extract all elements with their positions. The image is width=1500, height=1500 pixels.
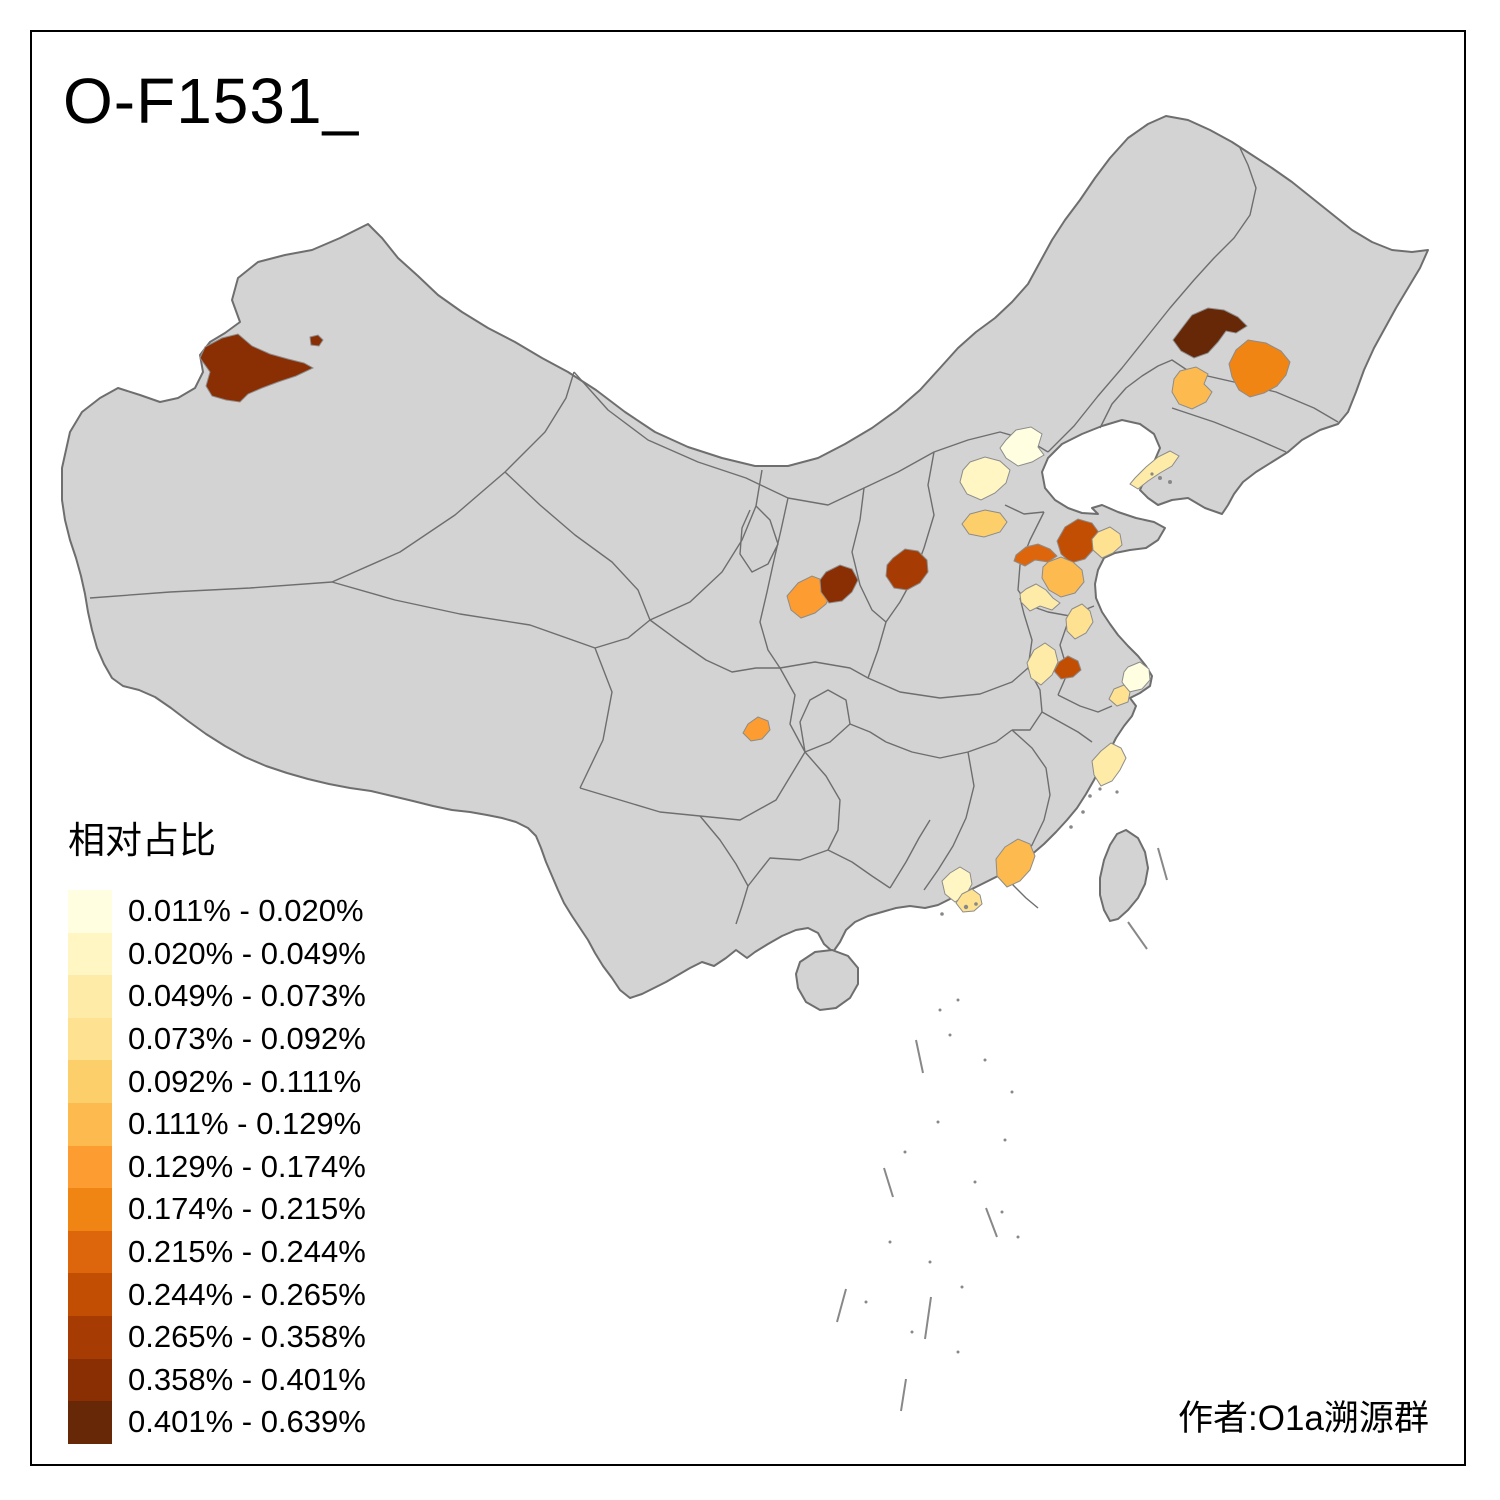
map-region-south-coast-delta [955, 888, 983, 913]
legend-row: 0.215% - 0.244% [68, 1230, 366, 1274]
legend-row: 0.049% - 0.073% [68, 975, 366, 1018]
legend-row: 0.111% - 0.129% [68, 1102, 366, 1146]
taiwan-island [1099, 828, 1150, 923]
small-islands [864, 472, 1172, 1354]
legend-label: 0.111% - 0.129% [128, 1106, 362, 1142]
legend-label: 0.358% - 0.401% [128, 1361, 366, 1397]
legend-label: 0.073% - 0.092% [128, 1021, 366, 1057]
sea-dash-lines [836, 847, 1168, 1412]
colored-regions [199, 307, 1291, 913]
map-region-river-delta-dark [1053, 655, 1082, 680]
legend-swatch [68, 975, 112, 1018]
legend-row: 0.174% - 0.215% [68, 1188, 366, 1231]
map-region-coast-delta-pale [1121, 661, 1151, 693]
legend-row: 0.129% - 0.174% [68, 1145, 366, 1189]
legend-row: 0.265% - 0.358% [68, 1315, 366, 1359]
map-region-northeast-north [1172, 307, 1248, 359]
legend-swatch [68, 890, 112, 933]
map-region-far-northwest-spot [309, 334, 324, 347]
map-region-northeast-east [1228, 339, 1291, 398]
legend-label: 0.265% - 0.358% [128, 1319, 366, 1355]
map-region-east-mid-south [1026, 642, 1059, 686]
page-title: O-F1531_ [63, 65, 360, 137]
legend-label: 0.049% - 0.073% [128, 978, 366, 1014]
legend-row: 0.011% - 0.020% [68, 890, 366, 933]
legend-swatch [68, 1230, 112, 1274]
map-region-north-plain-south [961, 509, 1008, 538]
legend-swatch [68, 1401, 112, 1444]
legend-label: 0.092% - 0.111% [128, 1063, 362, 1099]
legend-row: 0.358% - 0.401% [68, 1358, 366, 1402]
map-region-far-northwest-large [199, 333, 315, 403]
legend-label: 0.215% - 0.244% [128, 1234, 366, 1270]
legend-swatch [68, 1102, 112, 1146]
map-region-northeast-south [1171, 366, 1213, 410]
legend-swatch [68, 1273, 112, 1316]
map-region-central-east [885, 548, 929, 591]
hainan-island [794, 948, 859, 1012]
legend: 相对占比 0.011% - 0.020% 0.020% - 0.049% 0.0… [68, 810, 366, 1444]
map-region-north-plain-mid [959, 456, 1011, 501]
map-region-east-central-dark [1056, 518, 1101, 564]
map-region-central [819, 564, 859, 604]
mainland-outline [61, 115, 1429, 999]
legend-swatch [68, 1060, 112, 1103]
legend-label: 0.020% - 0.049% [128, 935, 366, 971]
map-region-capital [999, 426, 1045, 467]
province-boundaries [89, 147, 1339, 925]
map-region-east-peninsula [1091, 526, 1123, 559]
legend-title: 相对占比 [68, 820, 216, 861]
legend-label: 0.011% - 0.020% [128, 893, 364, 929]
map-region-south-east-inland [995, 838, 1036, 888]
map-region-coast-bay [1108, 684, 1131, 707]
legend-swatch [68, 1017, 112, 1061]
map-region-east-central-southwest [1019, 583, 1061, 612]
legend-row: 0.092% - 0.111% [68, 1060, 366, 1103]
legend-swatch [68, 1358, 112, 1402]
legend-label: 0.174% - 0.215% [128, 1191, 366, 1227]
legend-swatch [68, 1145, 112, 1189]
map-region-east-central-south [1041, 556, 1085, 598]
legend-swatch [68, 932, 112, 976]
map-region-southwest-basin-spot [742, 716, 771, 742]
map-region-southeast-coast [1091, 742, 1127, 787]
legend-swatch [68, 1315, 112, 1359]
attribution: 作者:O1a溯源群 [1178, 1399, 1429, 1438]
legend-row: 0.020% - 0.049% [68, 932, 366, 976]
map-region-east-central-elongated [1013, 543, 1058, 567]
map-region-liaodong-peninsula [1129, 450, 1180, 490]
legend-row: 0.401% - 0.639% [68, 1401, 366, 1444]
legend-label: 0.244% - 0.265% [128, 1276, 366, 1312]
legend-row: 0.073% - 0.092% [68, 1017, 366, 1061]
legend-swatch [68, 1188, 112, 1231]
map-region-east-mid [1065, 603, 1094, 640]
legend-row: 0.244% - 0.265% [68, 1273, 366, 1316]
legend-label: 0.401% - 0.639% [128, 1404, 366, 1440]
legend-label: 0.129% - 0.174% [128, 1148, 366, 1184]
